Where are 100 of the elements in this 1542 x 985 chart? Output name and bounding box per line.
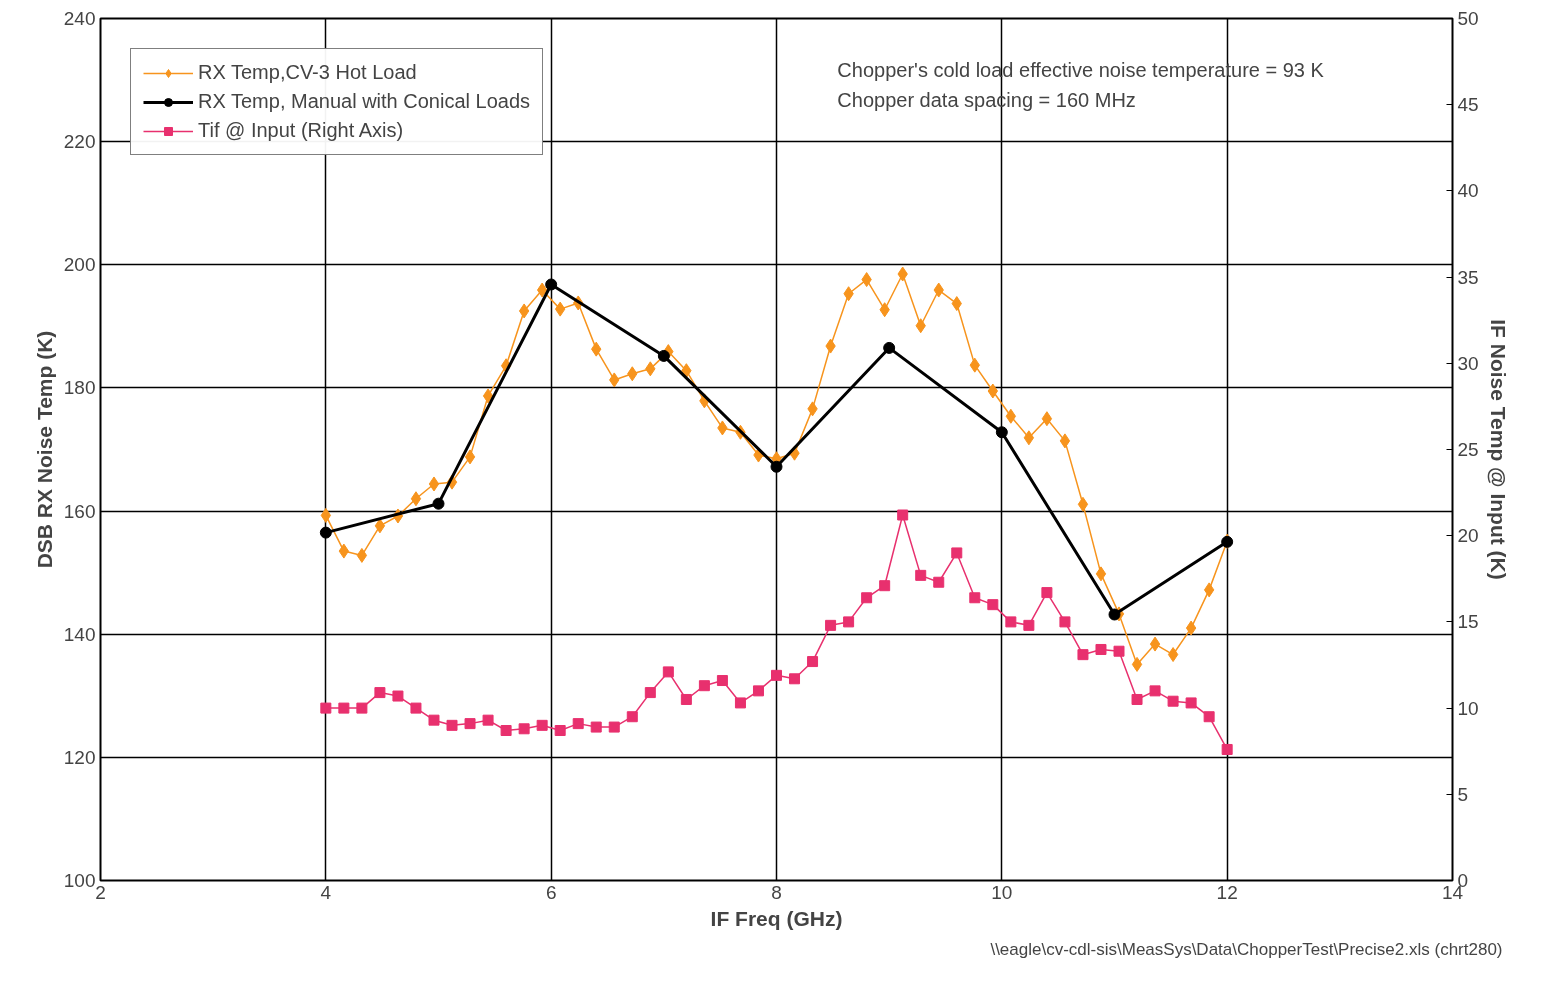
point <box>680 693 692 705</box>
point <box>1095 566 1107 582</box>
point <box>1005 408 1017 424</box>
point <box>657 349 670 362</box>
y2-tick-label: 25 <box>1457 439 1479 460</box>
point <box>698 680 710 692</box>
point <box>1149 636 1161 652</box>
point <box>518 723 530 735</box>
point <box>572 718 584 730</box>
point <box>1023 619 1035 631</box>
point <box>432 497 445 510</box>
y2-tick-label: 35 <box>1457 266 1479 288</box>
point <box>770 460 783 473</box>
point <box>518 303 530 319</box>
point <box>1059 616 1071 628</box>
point <box>1185 620 1197 636</box>
text: \\eagle\cv-cdl-sis\MeasSys\Data\ChopperTest\Precise2.xls (chrt280) <box>990 939 1503 959</box>
point <box>338 702 350 714</box>
point <box>789 673 801 685</box>
point <box>987 599 999 611</box>
point <box>897 509 909 521</box>
point <box>1131 693 1143 705</box>
point <box>1077 496 1089 512</box>
x-tick-label: 8 <box>771 881 782 903</box>
point <box>1041 587 1053 599</box>
point <box>1221 743 1233 755</box>
point <box>1095 643 1107 655</box>
point <box>374 518 386 534</box>
y2-tick-label: 40 <box>1457 180 1479 202</box>
point <box>1131 656 1143 672</box>
point <box>807 656 819 668</box>
point <box>410 491 422 507</box>
y-tick-label: 220 <box>63 131 96 153</box>
y2-tick-label: 15 <box>1457 611 1479 633</box>
point <box>536 719 548 731</box>
y2-tick-label: 50 <box>1457 8 1479 29</box>
y2-tick-label: 45 <box>1457 94 1479 116</box>
point <box>626 711 638 723</box>
point <box>319 526 332 539</box>
x-tick-label: 10 <box>991 881 1013 903</box>
point <box>1185 697 1197 709</box>
point <box>1041 411 1053 427</box>
point <box>1108 608 1121 621</box>
point <box>1167 695 1179 707</box>
point <box>554 725 566 737</box>
point <box>771 669 782 681</box>
y-tick-label: 160 <box>63 500 96 522</box>
y-tick-label: 240 <box>63 8 96 29</box>
point <box>545 278 558 291</box>
point <box>915 569 927 581</box>
point <box>1113 645 1125 657</box>
point <box>883 341 896 354</box>
point <box>1005 616 1017 628</box>
point <box>1203 711 1215 723</box>
x-axis-title: IF Freq (GHz) <box>710 906 843 930</box>
point <box>969 592 981 604</box>
point <box>1167 647 1179 663</box>
legend-label: Tif @ Input (Right Axis) <box>198 119 404 142</box>
y2-tick-label: 30 <box>1457 352 1479 374</box>
y-tick-label: 100 <box>63 870 96 891</box>
y-tick-label: 120 <box>63 746 96 768</box>
point <box>356 547 368 563</box>
point <box>662 666 674 678</box>
point <box>608 721 620 733</box>
y2-tick-label: 20 <box>1457 525 1479 547</box>
y2-tick-label: 5 <box>1457 783 1469 805</box>
legend-label: RX Temp, Manual with Conical Loads <box>198 90 531 113</box>
point <box>482 714 494 726</box>
x-tick-label: 12 <box>1216 881 1238 903</box>
point <box>428 714 440 726</box>
y-tick-label: 140 <box>63 623 96 645</box>
point <box>464 718 476 730</box>
point <box>861 592 873 604</box>
point <box>374 687 386 699</box>
point <box>464 449 476 465</box>
point <box>356 702 368 714</box>
point <box>500 725 512 737</box>
point <box>1023 430 1035 446</box>
point <box>482 388 494 404</box>
point <box>716 675 728 687</box>
y-tick-label: 180 <box>63 377 96 399</box>
point <box>644 687 656 699</box>
point <box>879 580 891 592</box>
y-tick-label: 200 <box>63 254 96 276</box>
point <box>320 702 332 714</box>
point <box>536 282 548 298</box>
x-tick-label: 6 <box>545 881 557 903</box>
point <box>338 543 350 559</box>
point <box>843 616 855 628</box>
point <box>410 702 422 714</box>
point <box>752 685 764 697</box>
point <box>933 576 945 588</box>
point <box>392 690 404 702</box>
point <box>1077 649 1089 661</box>
point <box>428 476 440 492</box>
point <box>951 547 963 559</box>
point <box>1203 582 1215 598</box>
point <box>1059 433 1071 449</box>
point <box>995 426 1008 439</box>
point <box>446 719 458 731</box>
